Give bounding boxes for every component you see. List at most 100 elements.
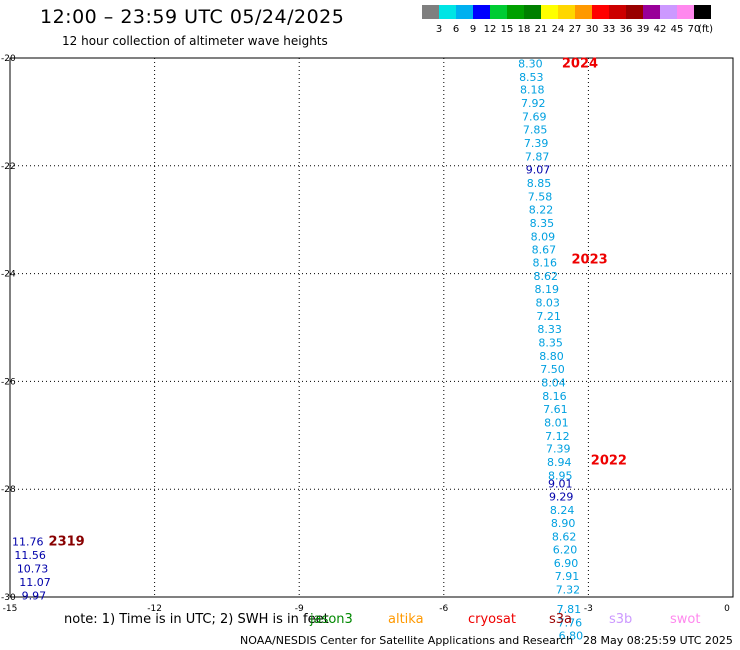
colorbar-label: 36 bbox=[619, 24, 633, 35]
x-tick-label: 0 bbox=[724, 604, 730, 614]
x-tick-label: -6 bbox=[439, 604, 448, 614]
wave-height-value: 8.35 bbox=[530, 217, 555, 230]
colorbar-label: 24 bbox=[551, 24, 565, 35]
pass-time-label: 2022 bbox=[591, 454, 627, 469]
colorbar-swatch bbox=[592, 5, 609, 19]
wave-height-value: 8.18 bbox=[520, 84, 545, 97]
wave-height-value: 11.07 bbox=[19, 576, 51, 589]
colorbar-label: 12 bbox=[483, 24, 497, 35]
wave-height-value: 7.12 bbox=[545, 430, 570, 443]
wave-height-value: 7.21 bbox=[536, 310, 561, 323]
wave-height-value: 6.20 bbox=[553, 543, 578, 556]
wave-height-value: 11.56 bbox=[14, 549, 46, 562]
pass-time-label: 2024 bbox=[562, 56, 598, 71]
wave-height-value: 7.85 bbox=[523, 124, 548, 137]
colorbar-swatch bbox=[439, 5, 456, 19]
wave-height-value: 11.76 bbox=[12, 535, 44, 548]
pass-time-label: 2319 bbox=[49, 534, 85, 549]
colorbar-swatch bbox=[541, 5, 558, 19]
colorbar-swatch bbox=[456, 5, 473, 19]
wave-height-value: 10.73 bbox=[17, 562, 49, 575]
wave-height-value: 8.30 bbox=[518, 57, 543, 70]
footer-note: note: 1) Time is in UTC; 2) SWH is in fe… bbox=[64, 612, 329, 627]
colorbar-label: 6 bbox=[452, 24, 460, 35]
colorbar-swatch bbox=[558, 5, 575, 19]
colorbar-swatch bbox=[609, 5, 626, 19]
satellite-legend-item: s3a bbox=[549, 612, 573, 627]
colorbar-swatch bbox=[473, 5, 490, 19]
page-subtitle: 12 hour collection of altimeter wave hei… bbox=[62, 34, 328, 48]
wave-height-value: 8.80 bbox=[539, 350, 564, 363]
colorbar-swatch bbox=[422, 5, 439, 19]
colorbar-swatch bbox=[660, 5, 677, 19]
colorbar-label: 18 bbox=[517, 24, 531, 35]
wave-height-value: 7.92 bbox=[521, 97, 546, 110]
colorbar-label: 42 bbox=[653, 24, 667, 35]
wave-height-value: 8.95 bbox=[548, 470, 573, 483]
wave-height-value: 7.58 bbox=[528, 190, 553, 203]
page-title: 12:00 – 23:59 UTC 05/24/2025 bbox=[40, 6, 345, 28]
y-tick-label: -22 bbox=[1, 162, 16, 172]
y-tick-label: -26 bbox=[1, 377, 16, 387]
pass-time-label: 2023 bbox=[572, 253, 608, 268]
colorbar-swatch bbox=[575, 5, 592, 19]
wave-height-value: 7.81 bbox=[557, 603, 582, 616]
colorbar-swatch bbox=[694, 5, 711, 19]
colorbar-swatch bbox=[626, 5, 643, 19]
colorbar-label: 39 bbox=[636, 24, 650, 35]
colorbar-label: 3 bbox=[435, 24, 443, 35]
satellite-legend-item: cryosat bbox=[468, 612, 516, 627]
colorbar-swatch bbox=[490, 5, 507, 19]
wave-height-value: 8.53 bbox=[519, 71, 544, 84]
colorbar-label: 45 bbox=[670, 24, 684, 35]
wave-height-value: 8.24 bbox=[550, 504, 575, 517]
colorbar-swatch bbox=[643, 5, 660, 19]
satellite-legend-item: altika bbox=[388, 612, 424, 627]
satellite-legend-item: swot bbox=[670, 612, 701, 627]
satellite-legend-item: s3b bbox=[609, 612, 633, 627]
x-tick-label: -15 bbox=[3, 604, 18, 614]
wave-height-value: 8.16 bbox=[542, 390, 567, 403]
wave-height-value: 7.50 bbox=[540, 363, 565, 376]
wave-height-value: 7.76 bbox=[558, 616, 583, 629]
wave-height-value: 8.90 bbox=[551, 517, 576, 530]
x-tick-label: -12 bbox=[147, 604, 162, 614]
wave-height-value: 8.22 bbox=[529, 203, 554, 216]
wave-height-value: 7.39 bbox=[546, 443, 571, 456]
wave-height-value: 7.87 bbox=[525, 151, 550, 164]
colorbar-swatch bbox=[507, 5, 524, 19]
y-tick-label: -20 bbox=[1, 54, 16, 64]
colorbar-label: 70 bbox=[687, 24, 701, 35]
wave-height-value: 8.03 bbox=[535, 297, 560, 310]
wave-height-value: 8.09 bbox=[531, 230, 556, 243]
wave-height-value: 8.62 bbox=[552, 531, 577, 544]
timestamp: 28 May 08:25:59 UTC 2025 bbox=[583, 634, 733, 647]
wave-height-value: 8.16 bbox=[533, 257, 558, 270]
wave-height-value: 9.01 bbox=[548, 478, 573, 491]
wave-height-value: 7.39 bbox=[524, 137, 549, 150]
colorbar-swatch bbox=[677, 5, 694, 19]
y-tick-label: -30 bbox=[1, 593, 16, 603]
colorbar-label: 21 bbox=[534, 24, 548, 35]
plot-frame bbox=[9, 57, 734, 598]
wave-height-value: 8.01 bbox=[544, 416, 569, 429]
wave-height-value: 6.80 bbox=[559, 630, 584, 643]
colorbar-label: 9 bbox=[469, 24, 477, 35]
colorbar-label: 33 bbox=[602, 24, 616, 35]
satellite-legend-item: jason3 bbox=[310, 612, 353, 627]
y-tick-label: -24 bbox=[1, 270, 16, 280]
x-tick-label: -3 bbox=[584, 604, 593, 614]
wave-height-value: 6.90 bbox=[554, 557, 579, 570]
colorbar-swatch bbox=[524, 5, 541, 19]
colorbar-label: 15 bbox=[500, 24, 514, 35]
colorbar-label: 30 bbox=[585, 24, 599, 35]
colorbar-label: 27 bbox=[568, 24, 582, 35]
wave-height-value: 8.67 bbox=[532, 243, 557, 256]
wave-height-value: 8.19 bbox=[534, 283, 559, 296]
wave-height-value: 9.97 bbox=[22, 589, 47, 602]
wave-height-value: 7.32 bbox=[556, 583, 581, 596]
wave-height-value: 9.07 bbox=[526, 163, 551, 176]
wave-height-value: 8.33 bbox=[537, 323, 562, 336]
wave-height-value: 8.85 bbox=[527, 177, 552, 190]
